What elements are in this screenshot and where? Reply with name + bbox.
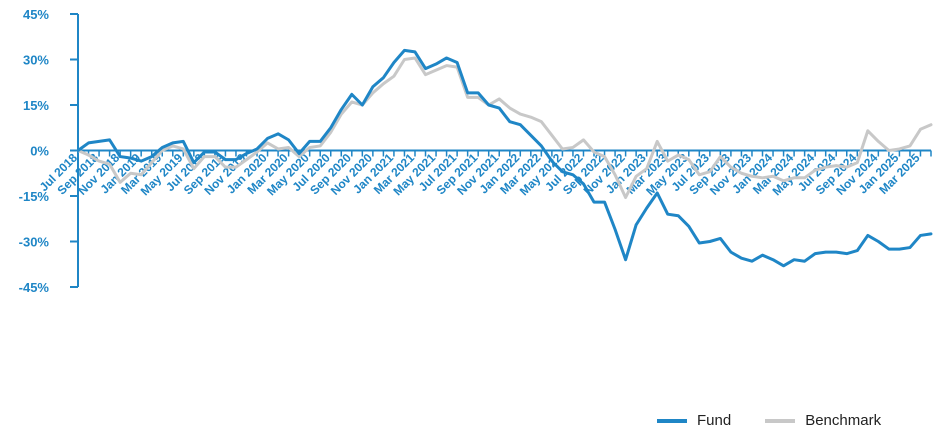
legend-label-fund: Fund [697,412,732,429]
series-line-fund [76,48,933,268]
legend-item-fund[interactable]: Fund [657,412,731,429]
legend-swatch-benchmark [765,418,796,423]
series-line-benchmark [76,56,933,200]
legend-label-benchmark: Benchmark [805,412,882,429]
legend: Fund Benchmark [657,412,915,429]
legend-item-benchmark[interactable]: Benchmark [765,412,881,429]
y-tick-label: 30% [23,53,49,68]
series-lines [76,48,933,268]
y-axis: 45% 30% 15% 0% -15% -30% -45% [19,7,79,295]
y-tick-label: -45% [19,280,50,295]
y-tick-label: 45% [23,7,49,22]
y-tick-label: 0% [30,144,49,159]
legend-swatch-fund [657,418,687,423]
y-tick-label: 15% [23,98,49,113]
y-tick-label: -30% [19,235,50,250]
y-tick-label: -15% [19,189,50,204]
